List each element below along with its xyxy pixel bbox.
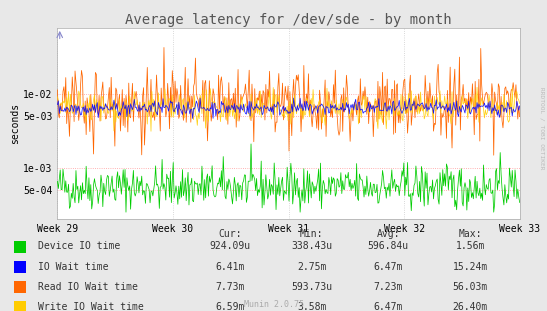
Text: 6.59m: 6.59m [215,302,245,311]
Text: 2.75m: 2.75m [297,262,327,272]
Title: Average latency for /dev/sde - by month: Average latency for /dev/sde - by month [125,13,452,27]
Text: Min:: Min: [300,229,323,239]
Text: 7.73m: 7.73m [215,282,245,292]
Text: Max:: Max: [459,229,482,239]
Text: RRDTOOL / TOBI OETIKER: RRDTOOL / TOBI OETIKER [539,87,544,169]
Text: 6.47m: 6.47m [374,262,403,272]
Text: 6.47m: 6.47m [374,302,403,311]
Text: 26.40m: 26.40m [453,302,488,311]
Text: 7.23m: 7.23m [374,282,403,292]
Text: Munin 2.0.75: Munin 2.0.75 [243,300,304,309]
Text: 1.56m: 1.56m [456,241,485,251]
Text: 6.41m: 6.41m [215,262,245,272]
Text: 593.73u: 593.73u [291,282,333,292]
Text: IO Wait time: IO Wait time [38,262,109,272]
Y-axis label: seconds: seconds [10,103,20,144]
Text: Device IO time: Device IO time [38,241,120,251]
Text: 15.24m: 15.24m [453,262,488,272]
Text: 338.43u: 338.43u [291,241,333,251]
Text: Avg:: Avg: [377,229,400,239]
Text: 3.58m: 3.58m [297,302,327,311]
Text: 596.84u: 596.84u [368,241,409,251]
Text: Cur:: Cur: [218,229,241,239]
Text: 924.09u: 924.09u [209,241,251,251]
Text: Write IO Wait time: Write IO Wait time [38,302,144,311]
Text: Read IO Wait time: Read IO Wait time [38,282,138,292]
Text: 56.03m: 56.03m [453,282,488,292]
